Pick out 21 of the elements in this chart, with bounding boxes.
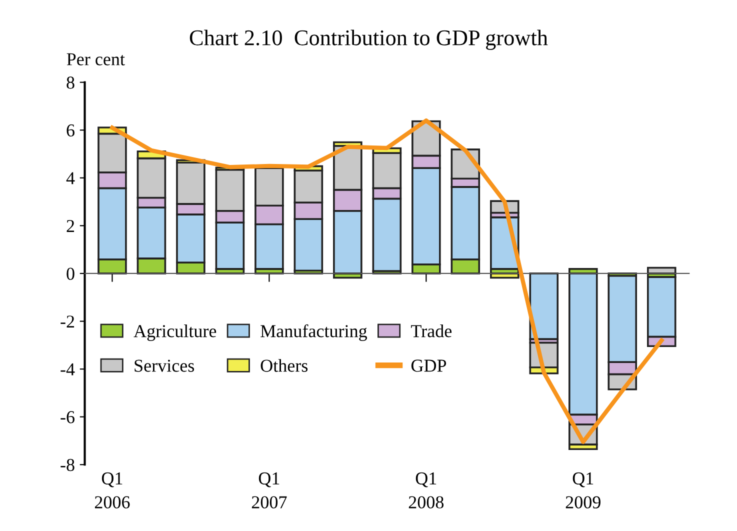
- chart-title: Chart 2.10 Contribution to GDP growth: [190, 30, 548, 50]
- y-tick-label: -8: [60, 458, 74, 472]
- x-tick-label: Q1 2008: [408, 472, 444, 508]
- x-tick-label: Q1 2007: [252, 472, 287, 508]
- y-axis-title: Per cent: [66, 53, 125, 66]
- y-tick-label: 4: [66, 172, 75, 184]
- y-tick-label: 6: [66, 124, 74, 137]
- y-tick-label: -2: [60, 316, 74, 328]
- y-tick-label: 0: [66, 268, 74, 280]
- y-tick-label: -6: [60, 411, 74, 424]
- y-tick-label: 2: [66, 220, 74, 232]
- y-tick-label: -4: [60, 363, 75, 376]
- x-tick-label: Q1 2009: [566, 472, 600, 508]
- legend-label: Manufacturing: [260, 324, 368, 341]
- legend-label: Others: [260, 359, 308, 372]
- x-tick-label: Q1 2006: [94, 472, 130, 508]
- legend-label: Services: [134, 360, 194, 372]
- legend-label: Agriculture: [134, 324, 216, 341]
- y-tick-label: 8: [66, 76, 74, 89]
- legend-label: GDP: [411, 360, 446, 372]
- legend-label: Trade: [411, 324, 452, 338]
